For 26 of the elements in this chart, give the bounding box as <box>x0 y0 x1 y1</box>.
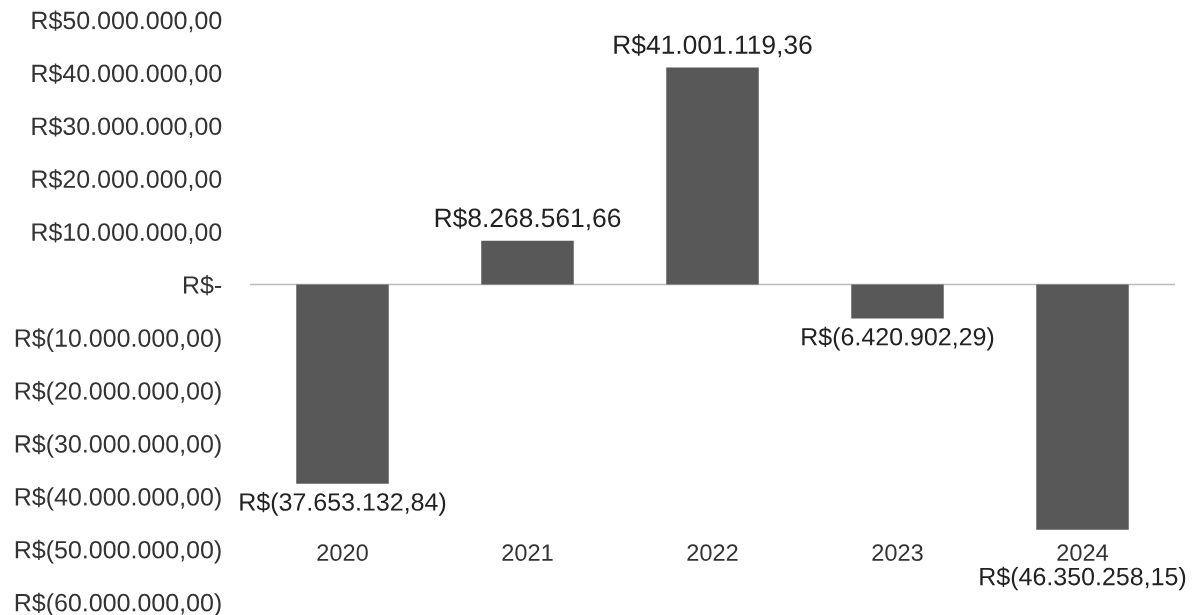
data-label: R$(46.350.258,15) <box>980 566 1186 591</box>
y-tick-label: R$(50.000.000,00) <box>15 539 221 564</box>
y-tick-label: R$- <box>183 275 222 296</box>
y-tick-label: R$(30.000.000,00) <box>15 434 221 458</box>
data-label: R$8.268.561,66 <box>435 207 621 231</box>
bar <box>296 284 389 484</box>
bar <box>1036 284 1129 530</box>
data-label: R$41.001.119,36 <box>614 34 812 58</box>
bar <box>481 240 574 285</box>
y-tick-label: R$40.000.000,00 <box>32 63 222 86</box>
data-label: R$(37.653.132,84) <box>240 492 446 516</box>
y-tick-label: R$50.000.000,00 <box>32 10 222 33</box>
x-tick-label: 2024 <box>1057 544 1109 562</box>
y-tick-label: R$(40.000.000,00) <box>15 486 221 511</box>
x-tick-label: 2021 <box>502 544 553 562</box>
x-tick-label: 2020 <box>317 544 368 562</box>
y-tick-label: R$30.000.000,00 <box>32 116 222 139</box>
x-tick-label: 2023 <box>872 544 923 562</box>
y-tick-label: R$(10.000.000,00) <box>15 328 221 352</box>
y-tick-label: R$(20.000.000,00) <box>15 381 221 405</box>
y-tick-label: R$10.000.000,00 <box>32 222 222 244</box>
x-tick-label: 2022 <box>687 544 738 562</box>
bar <box>666 67 759 285</box>
data-label: R$(6.420.902,29) <box>802 326 994 351</box>
bar <box>851 284 944 319</box>
y-tick-label: R$20.000.000,00 <box>32 169 222 191</box>
